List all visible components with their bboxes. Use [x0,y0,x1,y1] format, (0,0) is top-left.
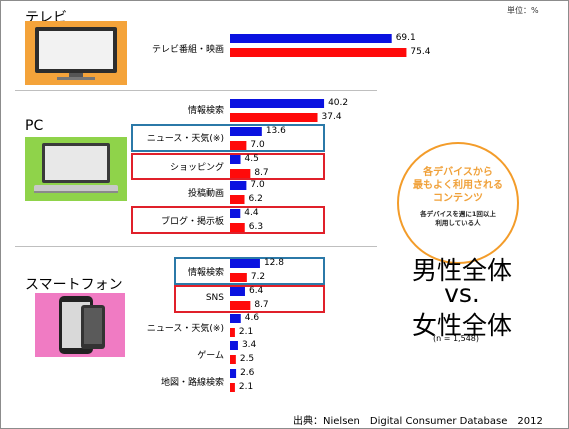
value-label: 4.5 [244,154,259,164]
value-label: 3.4 [241,340,257,350]
value-label: 8.7 [254,168,269,178]
value-label: 2.1 [238,382,254,392]
bar-male [230,314,241,323]
category-label: ブログ・掲示板 [160,217,224,227]
bar-female [230,328,235,337]
value-label: 7.0 [250,180,265,190]
bar-female [230,301,251,310]
title-line-1: 男性全体 [411,256,512,285]
value-label: 7.2 [250,272,266,282]
bar-female [230,383,235,392]
value-label: 2.1 [238,327,254,337]
separator [15,90,377,91]
sample-size-note: (n = 1,548) [432,334,479,343]
value-label: 4.6 [244,313,260,323]
value-label: 7.0 [250,140,265,150]
callout-circle: 各デバイスから 最もよく利用される コンテンツ 各デバイスを週に1回以上 利用し… [397,142,519,264]
bar-male [230,155,241,164]
bar-male [230,369,237,378]
highlight-box-red [131,153,325,180]
highlight-box-red [174,285,325,313]
bar-male [230,127,262,136]
value-label: 69.1 [395,33,416,43]
callout-sub-text: 各デバイスを週に1回以上 利用している人 [420,210,496,227]
source-note: 出典：Nielsen Digital Consumer Database 201… [293,416,543,427]
bar-female [230,195,245,204]
unit-label: 単位：% [507,6,539,15]
category-label: SNS [205,293,224,303]
bar-female [230,169,251,178]
value-label: 4.4 [244,208,259,218]
value-label: 2.5 [239,354,255,364]
bar-female [230,141,247,150]
bar-female [230,273,247,282]
title-line-2: vs. [444,279,480,308]
category-label: 情報検索 [187,106,224,116]
category-label: ゲーム [197,351,224,361]
value-label: 8.7 [254,300,269,310]
category-label: テレビ番組・映画 [151,45,224,55]
value-label: 12.8 [263,258,284,268]
value-label: 40.2 [328,98,349,108]
highlight-box-blue [131,124,325,152]
highlight-box-blue [174,257,325,285]
bar-male [230,181,247,190]
title-line-3: 女性全体 [411,311,512,340]
callout-main-text: 各デバイスから 最もよく利用される コンテンツ [413,167,503,204]
smartphone-icon [35,293,125,361]
value-label: 37.4 [321,112,342,122]
highlight-box-red [131,206,325,234]
category-label: 投稿動画 [187,189,224,199]
section-title-smartphone: スマートフォン [25,277,123,293]
category-label: ショッピング [169,163,224,173]
value-label: 6.4 [248,286,264,296]
section-title-pc: PC [25,118,44,134]
bar-male [230,287,245,296]
value-label: 6.2 [248,194,263,204]
bar-female [230,355,236,364]
bar-male [230,209,241,218]
category-label: 地図・路線検索 [160,378,224,388]
bar-male [230,99,325,108]
bar-female [230,223,245,232]
bar-male [230,259,260,268]
tv-icon [25,21,127,89]
category-label: ニュース・天気(※) [146,134,224,144]
value-label: 2.6 [240,368,255,378]
value-label: 6.3 [248,222,264,232]
category-label: ニュース・天気(※) [146,324,224,334]
value-label: 75.4 [410,47,431,57]
separator [15,246,377,247]
laptop-icon [25,137,127,205]
bar-female [230,113,318,122]
bar-male [230,341,238,350]
bar-male [230,34,392,43]
bar-female [230,48,407,57]
category-label: 情報検索 [187,268,224,278]
value-label: 13.6 [265,126,286,136]
